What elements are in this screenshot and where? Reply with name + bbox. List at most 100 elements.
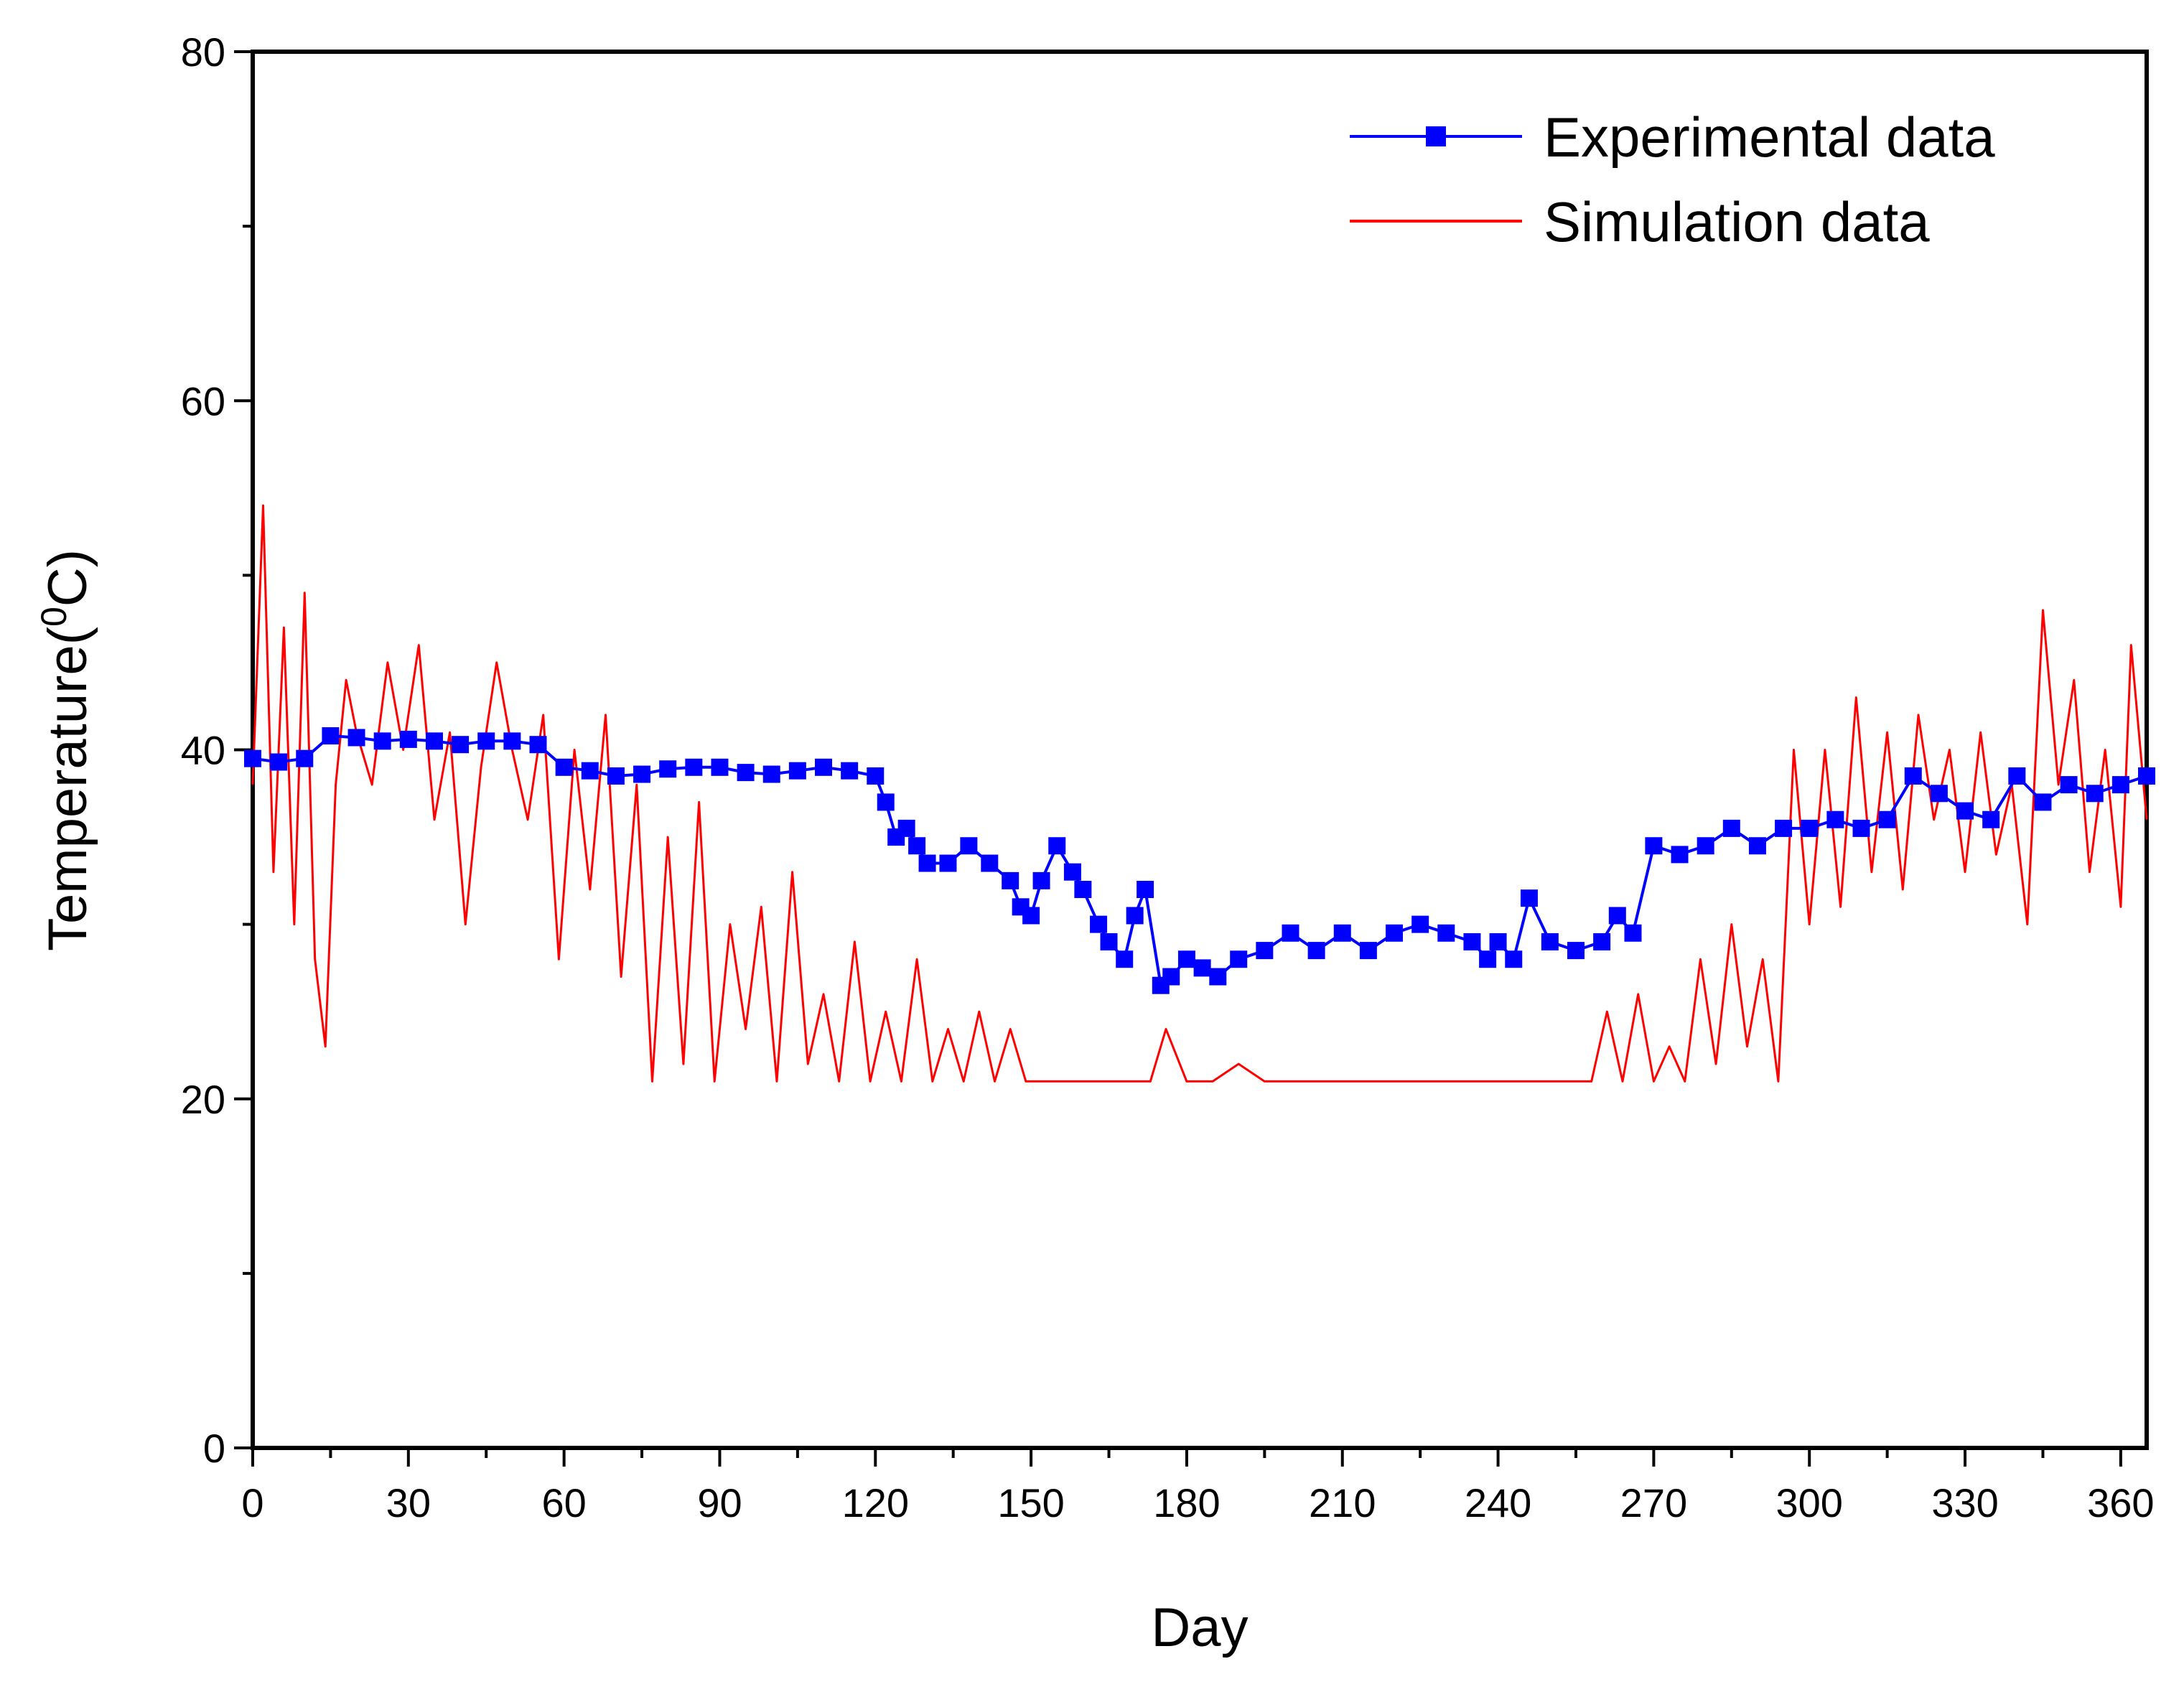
experimental-data-point	[897, 819, 915, 837]
simulation-series-line	[251, 504, 2148, 1083]
experimental-data-point	[659, 760, 677, 778]
legend-experimental-label: Experimental data	[1544, 106, 1995, 169]
experimental-data-point	[1126, 907, 1144, 925]
y-axis-title: Temperature(0C)	[34, 549, 98, 951]
experimental-data-point	[1359, 942, 1377, 960]
experimental-data-point	[1775, 819, 1793, 837]
experimental-data-point	[452, 736, 470, 754]
experimental-data-point	[1063, 863, 1081, 881]
experimental-data-point	[1048, 837, 1066, 855]
experimental-data-point	[1230, 950, 1248, 968]
experimental-data-point	[1593, 933, 1611, 950]
y-tick-label: 40	[181, 728, 225, 773]
experimental-data-point	[1002, 871, 1019, 889]
experimental-data-point	[373, 732, 391, 750]
y-axis-title-tail: C)	[37, 549, 98, 607]
experimental-data-point	[1074, 881, 1092, 898]
x-tick-label: 300	[1776, 1480, 1843, 1525]
experimental-data-point	[1801, 819, 1819, 837]
experimental-data-point	[2138, 767, 2155, 785]
experimental-data-point	[1541, 933, 1559, 950]
experimental-data-point	[1982, 810, 2000, 828]
experimental-data-point	[1826, 810, 1844, 828]
x-tick-label: 210	[1309, 1480, 1376, 1525]
legend-experimental-marker	[1426, 126, 1446, 146]
experimental-data-point	[1505, 950, 1523, 968]
experimental-data-point	[877, 793, 895, 811]
experimental-data-point	[1567, 942, 1585, 960]
experimental-data-point	[1437, 924, 1455, 942]
experimental-data-point	[1333, 924, 1351, 942]
experimental-data-point	[347, 729, 365, 747]
x-tick-label: 360	[2087, 1480, 2154, 1525]
y-tick-label: 0	[203, 1426, 225, 1471]
experimental-data-point	[1116, 950, 1134, 968]
experimental-data-point	[685, 758, 703, 776]
x-tick-label: 0	[241, 1480, 263, 1525]
experimental-data-point	[1411, 915, 1429, 933]
experimental-data-point	[1090, 915, 1108, 933]
experimental-data-point	[1520, 889, 1538, 907]
experimental-data-point	[1282, 924, 1299, 942]
experimental-data-point	[503, 732, 521, 750]
experimental-data-point	[1748, 837, 1766, 855]
x-tick-label: 150	[997, 1480, 1064, 1525]
experimental-data-point	[1904, 767, 1922, 785]
experimental-data-point	[1137, 881, 1154, 898]
y-tick-label: 80	[181, 29, 225, 75]
experimental-data-point	[1386, 924, 1404, 942]
experimental-data-point	[270, 753, 288, 771]
x-tick-label: 30	[386, 1480, 431, 1525]
experimental-data-point	[1177, 950, 1195, 968]
experimental-data-point	[2060, 776, 2078, 794]
x-axis: 0 30 60 90 120 150 180 210 240 270 300 330 360	[241, 1448, 2155, 1525]
experimental-data-point	[2008, 767, 2026, 785]
experimental-data-point	[607, 767, 625, 785]
x-axis-title: Day	[1151, 1597, 1248, 1658]
experimental-data-point	[555, 758, 573, 776]
experimental-data-point	[1193, 959, 1211, 977]
experimental-data-point	[2034, 793, 2052, 811]
experimental-data-point	[1852, 819, 1870, 837]
x-tick-label: 120	[842, 1480, 909, 1525]
legend: Experimental data Simulation data	[1350, 106, 1995, 253]
x-tick-label: 330	[1931, 1480, 1998, 1525]
experimental-data-point	[762, 765, 780, 783]
x-tick-label: 270	[1620, 1480, 1687, 1525]
experimental-data-point	[841, 762, 859, 780]
legend-simulation-label: Simulation data	[1544, 190, 1930, 253]
experimental-data-point	[1697, 837, 1714, 855]
x-tick-label: 60	[541, 1480, 586, 1525]
experimental-data-point	[737, 764, 755, 782]
experimental-data-point	[960, 837, 978, 855]
experimental-data-point	[1722, 819, 1740, 837]
experimental-data-point	[244, 749, 261, 767]
experimental-data-point	[322, 727, 340, 745]
experimental-data-point	[1671, 846, 1689, 864]
experimental-data-point	[815, 758, 833, 776]
experimental-data-point	[1209, 968, 1227, 986]
experimental-data-point	[711, 758, 729, 776]
experimental-data-point	[399, 730, 417, 748]
experimental-data-point	[2111, 776, 2129, 794]
experimental-data-point	[1489, 933, 1507, 950]
experimental-data-point	[1878, 810, 1896, 828]
experimental-data-point	[788, 762, 806, 780]
experimental-data-point	[1032, 871, 1050, 889]
experimental-data-point	[1256, 942, 1274, 960]
experimental-data-point	[1645, 837, 1663, 855]
y-tick-label: 20	[181, 1077, 225, 1122]
y-axis-title-main: Temperature(	[37, 627, 98, 951]
y-axis-title-superscript: 0	[34, 607, 74, 627]
experimental-data-point	[1307, 942, 1325, 960]
experimental-data-point	[908, 837, 926, 855]
series-layer	[244, 504, 2155, 1083]
experimental-data-point	[1463, 933, 1481, 950]
experimental-data-point	[1956, 802, 1974, 820]
experimental-data-point	[867, 767, 885, 785]
experimental-data-point	[918, 854, 936, 872]
y-axis: 0 20 40 60 80	[181, 29, 253, 1471]
experimental-data-point	[1624, 924, 1642, 942]
experimental-data-point	[1100, 933, 1118, 950]
